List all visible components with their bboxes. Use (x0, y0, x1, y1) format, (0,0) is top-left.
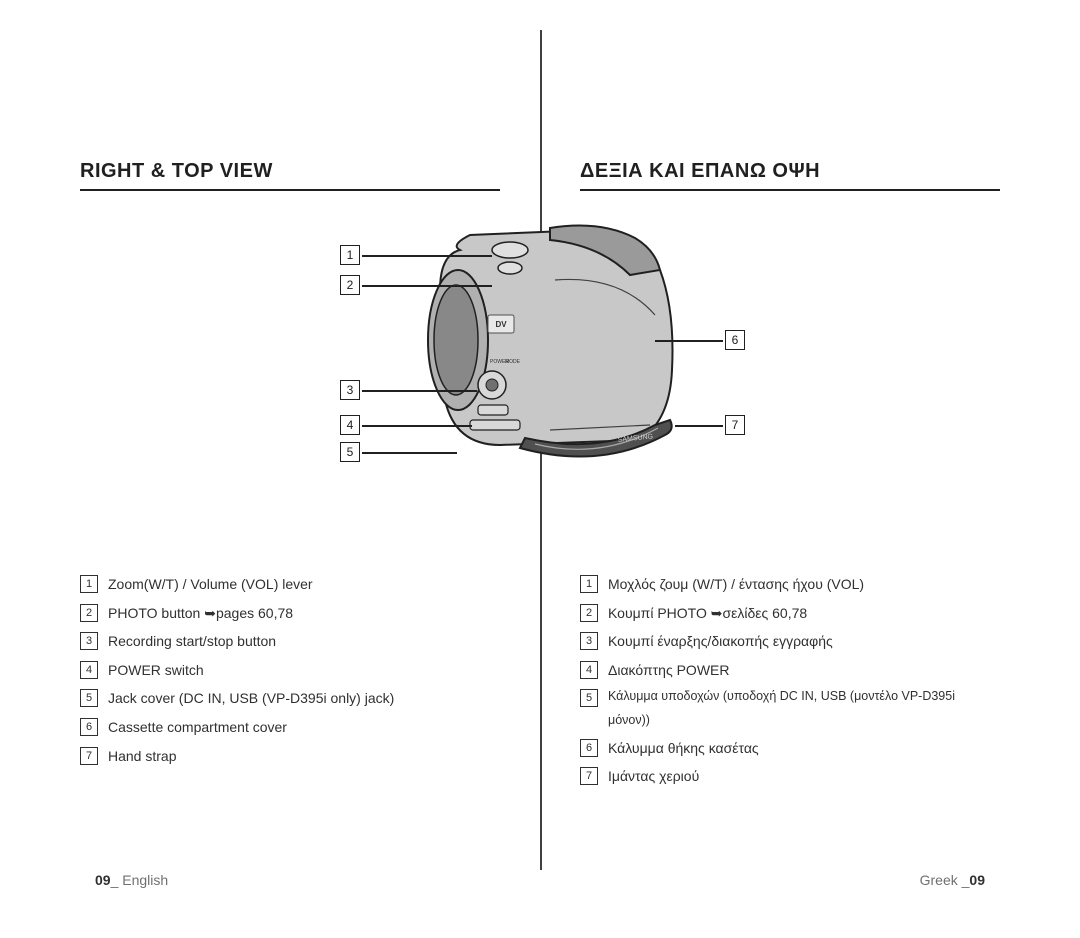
leader-5 (362, 452, 457, 454)
callout-6: 6 (725, 330, 745, 350)
list-item: 6 Cassette compartment cover (80, 714, 500, 741)
list-item: 4 Διακόπτης POWER (580, 657, 1000, 684)
footer-separator: _ (958, 872, 970, 888)
callout-7: 7 (725, 415, 745, 435)
leader-2 (362, 285, 492, 287)
item-number: 3 (80, 632, 98, 650)
camcorder-illustration: DV SAMSUNG POWER MODE (400, 220, 700, 480)
item-text: Κάλυμμα υποδοχών (υποδοχή DC IN, USB (μο… (608, 685, 1000, 733)
item-number: 5 (580, 689, 598, 707)
footer-right: Greek _09 (920, 872, 985, 888)
manual-page: DV SAMSUNG POWER MODE 1 2 3 4 5 6 7 (0, 0, 1080, 938)
item-text: Κουμπί PHOTO ➥σελίδες 60,78 (608, 600, 1000, 627)
item-text: Recording start/stop button (108, 628, 500, 655)
list-item: 5 Jack cover (DC IN, USB (VP-D395i only) … (80, 685, 500, 712)
item-text: Jack cover (DC IN, USB (VP-D395i only) j… (108, 685, 500, 712)
list-item: 5 Κάλυμμα υποδοχών (υποδοχή DC IN, USB (μ… (580, 685, 1000, 733)
item-number: 6 (580, 739, 598, 757)
callout-3: 3 (340, 380, 360, 400)
leader-3 (362, 390, 477, 392)
footer-separator: _ (111, 872, 123, 888)
list-item: 2 Κουμπί PHOTO ➥σελίδες 60,78 (580, 600, 1000, 627)
leader-4 (362, 425, 472, 427)
callout-4: 4 (340, 415, 360, 435)
item-number: 3 (580, 632, 598, 650)
item-number: 7 (80, 747, 98, 765)
callout-2: 2 (340, 275, 360, 295)
item-text: Κάλυμμα θήκης κασέτας (608, 735, 1000, 762)
item-text: Cassette compartment cover (108, 714, 500, 741)
item-number: 1 (580, 575, 598, 593)
item-text: Μοχλός ζουμ (W/T) / έντασης ήχου (VOL) (608, 571, 1000, 598)
callout-1: 1 (340, 245, 360, 265)
footer-left: 09_ English (95, 872, 168, 888)
list-item: 6 Κάλυμμα θήκης κασέτας (580, 735, 1000, 762)
item-number: 5 (80, 689, 98, 707)
footer-lang-right: Greek (920, 872, 958, 888)
list-item: 7 Ιμάντας χεριού (580, 763, 1000, 790)
diagram-area: DV SAMSUNG POWER MODE 1 2 3 4 5 6 7 (280, 220, 800, 520)
svg-text:MODE: MODE (505, 359, 521, 365)
item-number: 4 (80, 661, 98, 679)
list-item: 1 Zoom(W/T) / Volume (VOL) lever (80, 571, 500, 598)
leader-1 (362, 255, 492, 257)
heading-right: ΔΕΞΙΑ ΚΑΙ ΕΠΑΝΩ ΟΨΗ (580, 160, 1000, 191)
item-text: POWER switch (108, 657, 500, 684)
item-number: 2 (80, 604, 98, 622)
list-item: 3 Recording start/stop button (80, 628, 500, 655)
heading-left: RIGHT & TOP VIEW (80, 160, 500, 191)
item-text: Ιμάντας χεριού (608, 763, 1000, 790)
item-number: 6 (80, 718, 98, 736)
item-text: Hand strap (108, 743, 500, 770)
item-number: 4 (580, 661, 598, 679)
list-item: 3 Κουμπί έναρξης/διακοπής εγγραφής (580, 628, 1000, 655)
item-text: Κουμπί έναρξης/διακοπής εγγραφής (608, 628, 1000, 655)
leader-7 (675, 425, 723, 427)
list-item: 7 Hand strap (80, 743, 500, 770)
leader-6 (655, 340, 723, 342)
item-text: PHOTO button ➥pages 60,78 (108, 600, 500, 627)
list-item: 2 PHOTO button ➥pages 60,78 (80, 600, 500, 627)
callout-5: 5 (340, 442, 360, 462)
item-number: 7 (580, 767, 598, 785)
list-left: 1 Zoom(W/T) / Volume (VOL) lever 2 PHOTO b… (80, 571, 500, 771)
page-number-right: 09 (969, 872, 985, 888)
page-number-left: 09 (95, 872, 111, 888)
list-item: 4 POWER switch (80, 657, 500, 684)
footer-lang-left: English (122, 872, 168, 888)
svg-text:DV: DV (495, 320, 507, 329)
list-item: 1 Μοχλός ζουμ (W/T) / έντασης ήχου (VOL) (580, 571, 1000, 598)
list-right: 1Μοχλός ζουμ (W/T) / έντασης ήχου (VOL) … (580, 571, 1000, 792)
item-number: 1 (80, 575, 98, 593)
item-number: 2 (580, 604, 598, 622)
item-text: Zoom(W/T) / Volume (VOL) lever (108, 571, 500, 598)
item-text: Διακόπτης POWER (608, 657, 1000, 684)
